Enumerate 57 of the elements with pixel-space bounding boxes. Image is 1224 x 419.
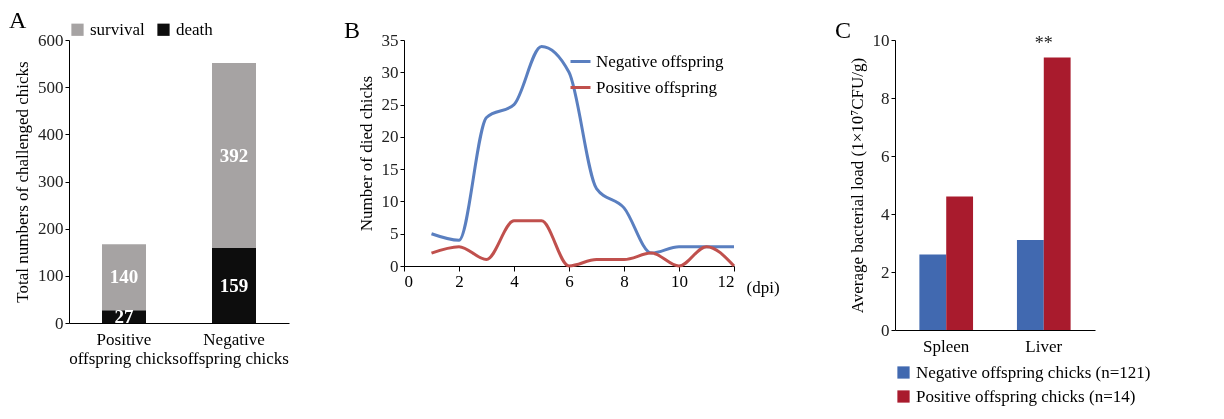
x-tick-label: Positive offspring chicks — [69, 329, 179, 368]
x-tick-label: 2 — [455, 271, 464, 291]
bar — [1043, 57, 1071, 330]
line-series — [430, 44, 736, 255]
bar — [1016, 240, 1044, 330]
data-label: 392 — [219, 144, 249, 166]
chart-title: A — [9, 7, 27, 33]
data-label: 140 — [109, 266, 139, 288]
y-tick-label: 15 — [381, 159, 399, 179]
y-tick-label: 0 — [390, 256, 399, 276]
legend-label: survival — [90, 19, 146, 39]
y-tick-label: 500 — [38, 77, 64, 97]
x-tick-label: Liver — [1025, 336, 1063, 356]
annotation: ** — [1034, 33, 1053, 54]
x-tick-label: 12 — [717, 271, 735, 291]
bar — [102, 244, 146, 311]
legend-label: Negative offspring chicks (n=121) — [916, 362, 1151, 382]
bar — [919, 254, 947, 330]
y-tick-label: 300 — [38, 172, 64, 191]
x-tick-label: 10 — [671, 271, 688, 291]
bar — [946, 196, 974, 330]
x-tick-label: Negative offspring chicks — [179, 329, 289, 368]
y-tick-label: 200 — [38, 219, 64, 239]
legend-label: death — [176, 19, 214, 39]
bar — [212, 248, 256, 323]
x-tick-label: 8 — [620, 271, 629, 291]
y-tick-label: 100 — [38, 266, 64, 286]
x-tick-label: 0 — [404, 271, 413, 291]
y-tick-label: 600 — [38, 30, 64, 50]
data-label: 27 — [114, 305, 134, 327]
x-tick-label: 4 — [510, 271, 520, 291]
x-axis-title: (dpi) — [746, 277, 780, 297]
y-tick-label: 400 — [38, 124, 64, 144]
y-tick-label: 0 — [55, 313, 64, 333]
y-tick-label: 5 — [390, 224, 399, 244]
y-tick-label: 20 — [381, 127, 399, 147]
y-tick-label: 25 — [381, 95, 399, 115]
bar — [212, 63, 256, 249]
y-tick-label: 10 — [381, 191, 399, 211]
chart-title: B — [344, 17, 361, 43]
y-axis-title: Average bacterial load (1×10⁷CFU/g) — [847, 57, 867, 314]
y-tick-label: 10 — [872, 30, 890, 50]
y-axis-title: Number of died chicks — [356, 75, 376, 232]
chart-title: C — [835, 17, 852, 43]
y-tick-label: 30 — [381, 62, 399, 82]
legend-label: Negative offspring — [596, 51, 725, 71]
y-tick-label: 8 — [881, 88, 890, 108]
y-tick-label: 35 — [381, 30, 399, 50]
legend-label: Positive offspring — [596, 77, 718, 97]
x-tick-label: Spleen — [923, 336, 970, 356]
y-tick-label: 6 — [881, 146, 890, 166]
y-axis-title: Total numbers of challenged chicks — [13, 61, 32, 303]
x-tick-label: 6 — [565, 271, 574, 291]
legend-label: Positive offspring chicks (n=14) — [916, 386, 1136, 406]
line-series — [430, 219, 736, 268]
data-label: 159 — [219, 274, 249, 296]
y-tick-label: 4 — [881, 204, 890, 224]
